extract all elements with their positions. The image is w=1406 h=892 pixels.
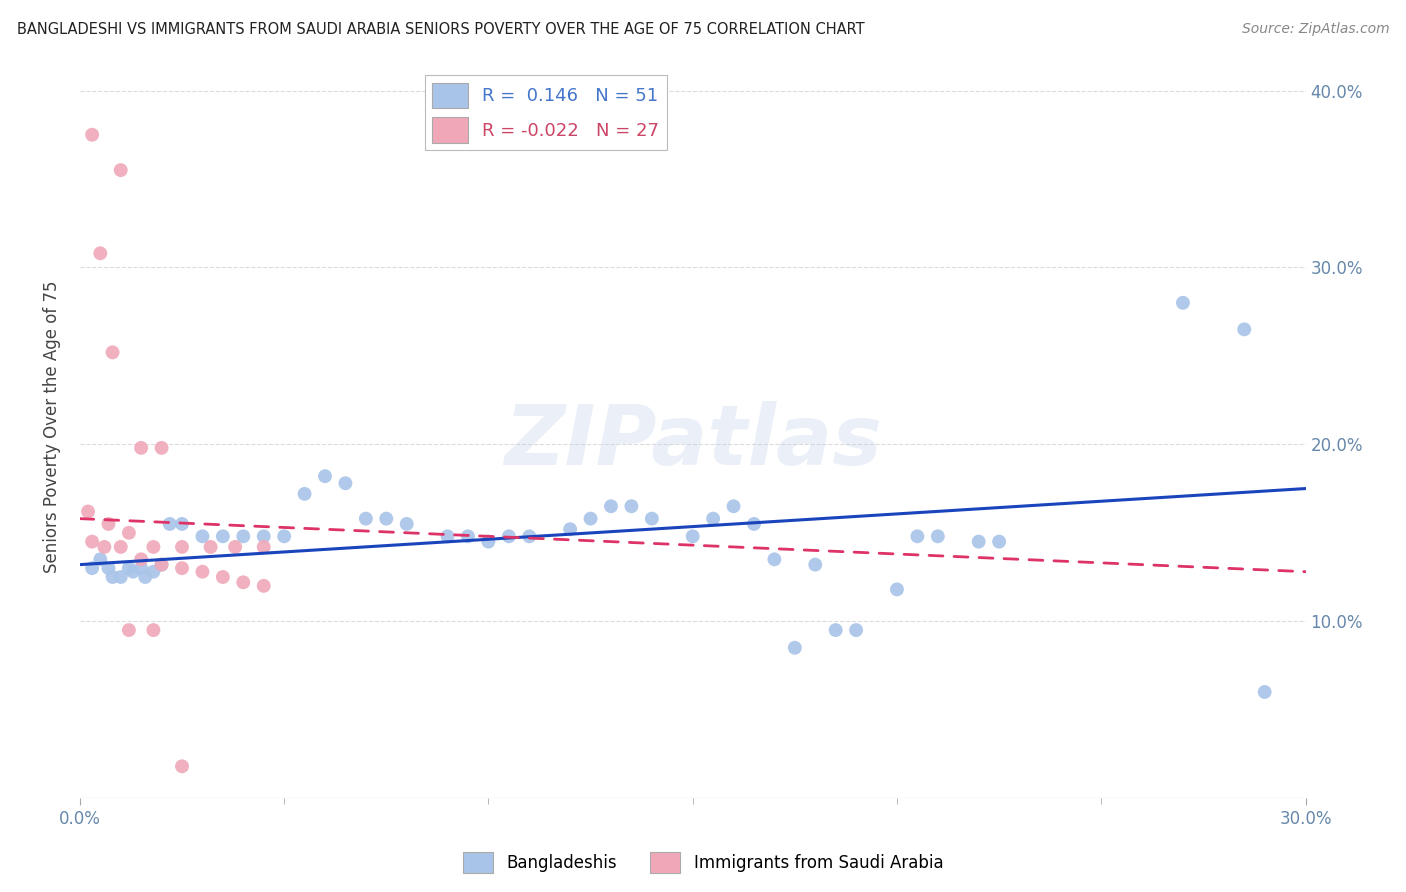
Point <box>824 623 846 637</box>
Point <box>142 540 165 554</box>
Point <box>375 511 398 525</box>
Point <box>89 246 111 260</box>
Point <box>253 540 276 554</box>
Point <box>641 511 664 525</box>
Point <box>517 529 540 543</box>
Point <box>77 504 100 518</box>
Point <box>579 511 602 525</box>
Point <box>97 561 120 575</box>
Point <box>82 561 104 575</box>
Point <box>1233 322 1256 336</box>
Point <box>82 534 104 549</box>
Point <box>457 529 479 543</box>
Point <box>101 345 124 359</box>
Point <box>97 516 120 531</box>
Point <box>142 623 165 637</box>
Point <box>129 441 152 455</box>
Point <box>314 469 336 483</box>
Point <box>122 565 145 579</box>
Point <box>558 522 581 536</box>
Point <box>191 565 214 579</box>
Point <box>118 525 141 540</box>
Point <box>988 534 1011 549</box>
Point <box>150 558 173 572</box>
Point <box>212 570 235 584</box>
Point <box>110 163 132 178</box>
Point <box>82 128 104 142</box>
Point <box>170 759 193 773</box>
Legend: R =  0.146   N = 51, R = -0.022   N = 27: R = 0.146 N = 51, R = -0.022 N = 27 <box>425 75 666 150</box>
Point <box>232 575 254 590</box>
Point <box>170 540 193 554</box>
Y-axis label: Seniors Poverty Over the Age of 75: Seniors Poverty Over the Age of 75 <box>44 280 60 573</box>
Text: Source: ZipAtlas.com: Source: ZipAtlas.com <box>1241 22 1389 37</box>
Point <box>723 500 745 514</box>
Point <box>905 529 928 543</box>
Point <box>335 476 357 491</box>
Point <box>682 529 704 543</box>
Point <box>804 558 827 572</box>
Legend: Bangladeshis, Immigrants from Saudi Arabia: Bangladeshis, Immigrants from Saudi Arab… <box>456 846 950 880</box>
Point <box>129 561 152 575</box>
Point <box>224 540 246 554</box>
Point <box>763 552 786 566</box>
Point <box>294 487 316 501</box>
Point <box>927 529 949 543</box>
Point <box>783 640 806 655</box>
Text: ZIPatlas: ZIPatlas <box>503 401 882 482</box>
Point <box>110 570 132 584</box>
Point <box>477 534 499 549</box>
Point <box>110 540 132 554</box>
Point <box>159 516 181 531</box>
Point <box>1171 295 1194 310</box>
Point <box>142 565 165 579</box>
Point <box>191 529 214 543</box>
Point <box>118 623 141 637</box>
Point <box>742 516 765 531</box>
Point <box>101 570 124 584</box>
Point <box>212 529 235 543</box>
Point <box>498 529 520 543</box>
Point <box>232 529 254 543</box>
Point <box>395 516 418 531</box>
Point <box>600 500 623 514</box>
Point <box>170 516 193 531</box>
Point <box>436 529 458 543</box>
Point <box>93 540 115 554</box>
Point <box>150 441 173 455</box>
Point <box>200 540 222 554</box>
Point <box>253 529 276 543</box>
Point <box>354 511 377 525</box>
Text: BANGLADESHI VS IMMIGRANTS FROM SAUDI ARABIA SENIORS POVERTY OVER THE AGE OF 75 C: BANGLADESHI VS IMMIGRANTS FROM SAUDI ARA… <box>17 22 865 37</box>
Point <box>150 558 173 572</box>
Point <box>253 579 276 593</box>
Point <box>845 623 868 637</box>
Point <box>129 552 152 566</box>
Point <box>134 570 156 584</box>
Point <box>702 511 724 525</box>
Point <box>967 534 990 549</box>
Point <box>118 561 141 575</box>
Point <box>1253 685 1275 699</box>
Point <box>620 500 643 514</box>
Point <box>273 529 295 543</box>
Point <box>886 582 908 597</box>
Point <box>89 552 111 566</box>
Point <box>170 561 193 575</box>
